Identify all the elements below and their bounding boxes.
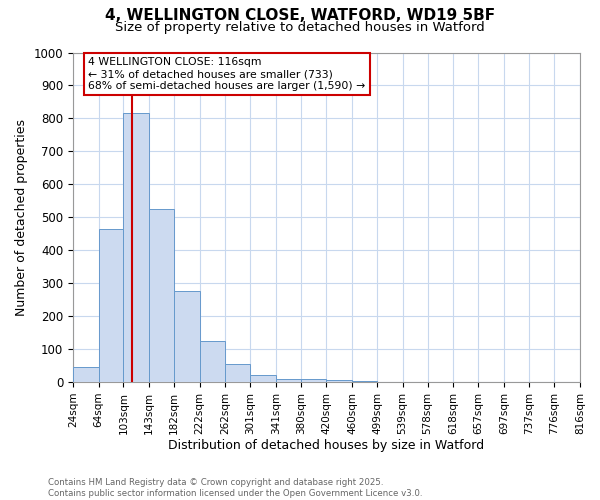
- Bar: [200, 341, 225, 382]
- Text: 4 WELLINGTON CLOSE: 116sqm
← 31% of detached houses are smaller (733)
68% of sem: 4 WELLINGTON CLOSE: 116sqm ← 31% of deta…: [88, 58, 365, 90]
- Y-axis label: Number of detached properties: Number of detached properties: [15, 119, 28, 316]
- Bar: [276, 379, 301, 382]
- Bar: [225, 364, 250, 382]
- Text: Size of property relative to detached houses in Watford: Size of property relative to detached ho…: [115, 21, 485, 34]
- Bar: [326, 380, 352, 382]
- Bar: [174, 292, 200, 382]
- Text: Contains HM Land Registry data © Crown copyright and database right 2025.
Contai: Contains HM Land Registry data © Crown c…: [48, 478, 422, 498]
- Bar: [73, 368, 98, 382]
- Bar: [149, 209, 174, 382]
- Bar: [98, 229, 124, 382]
- Bar: [250, 375, 276, 382]
- X-axis label: Distribution of detached houses by size in Watford: Distribution of detached houses by size …: [169, 440, 485, 452]
- Bar: [124, 114, 149, 382]
- Bar: [301, 379, 326, 382]
- Text: 4, WELLINGTON CLOSE, WATFORD, WD19 5BF: 4, WELLINGTON CLOSE, WATFORD, WD19 5BF: [105, 8, 495, 22]
